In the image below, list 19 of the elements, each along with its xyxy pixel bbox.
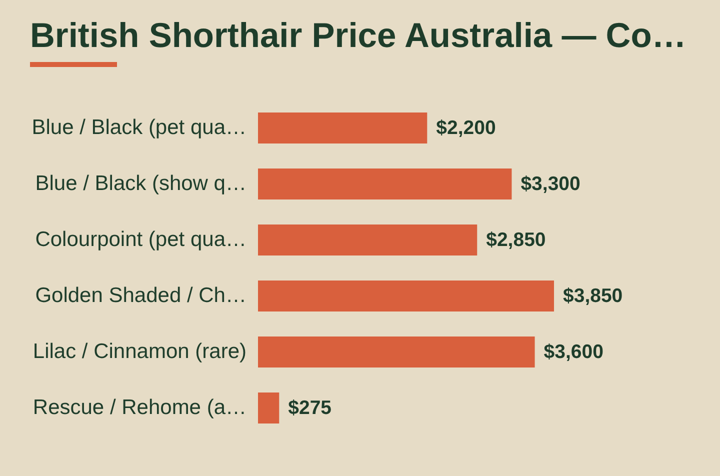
bar (258, 168, 512, 200)
bar (258, 336, 535, 368)
bar (258, 112, 428, 144)
y-tick-label: Blue / Black (show q… (35, 172, 246, 195)
y-tick-label: Blue / Black (pet qua… (32, 116, 246, 139)
bar (258, 392, 280, 424)
chart-title: British Shorthair Price Australia — Co… (30, 17, 686, 55)
y-tick-label: Lilac / Cinnamon (rare) (32, 340, 246, 363)
data-label: $2,200 (436, 117, 496, 139)
bar (258, 224, 478, 256)
data-label: $3,600 (544, 341, 604, 363)
data-label: $2,850 (486, 229, 546, 251)
y-tick-label: Golden Shaded / Ch… (35, 284, 246, 307)
y-tick-label: Rescue / Rehome (a… (32, 396, 246, 419)
data-label: $275 (288, 397, 332, 419)
bar (258, 280, 554, 312)
y-tick-label: Colourpoint (pet qua… (35, 228, 246, 251)
data-label: $3,850 (563, 285, 623, 307)
data-label: $3,300 (520, 173, 581, 195)
